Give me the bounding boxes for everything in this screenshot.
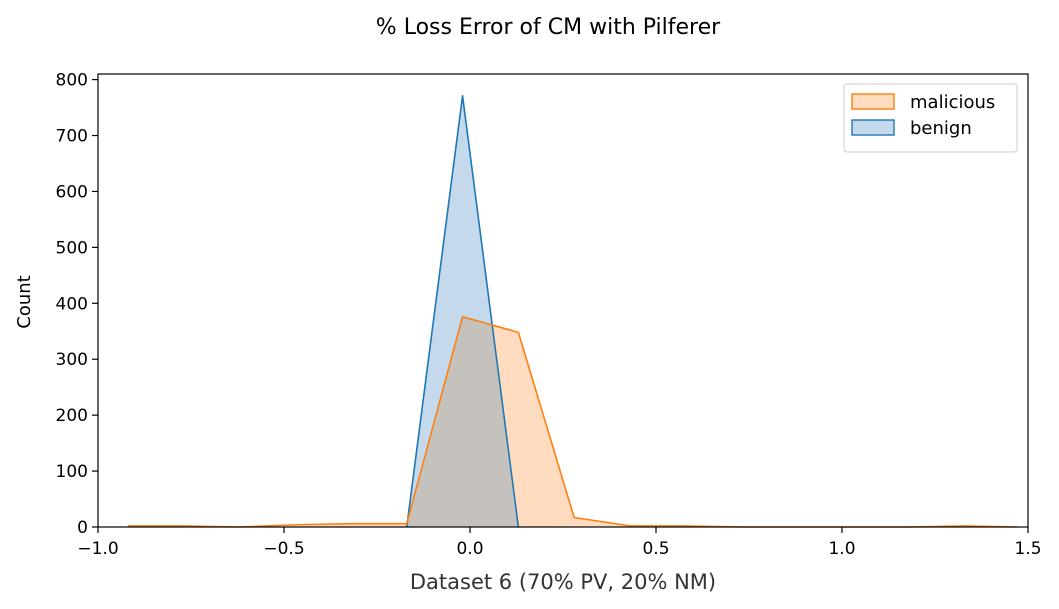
y-tick-label: 400	[56, 294, 88, 314]
y-tick-label: 0	[77, 518, 88, 538]
chart-title: % Loss Error of CM with Pilferer	[376, 15, 721, 40]
x-axis-label: Dataset 6 (70% PV, 20% NM)	[410, 570, 716, 594]
x-tick-label: 1.5	[1014, 539, 1041, 559]
y-tick-label: 700	[56, 127, 88, 147]
y-tick-label: 800	[56, 71, 88, 91]
legend-swatch-malicious	[851, 93, 895, 110]
y-axis-label: Count	[14, 275, 35, 328]
y-axis: 0 100 200 300 400 500 600 700 800	[56, 71, 98, 538]
y-tick-label: 500	[56, 238, 88, 258]
legend-swatch-benign	[851, 119, 895, 136]
x-tick-label: 0.0	[456, 539, 483, 559]
malicious-area	[127, 316, 1017, 527]
legend: malicious benign	[843, 83, 1018, 153]
benign-line	[405, 95, 520, 528]
legend-label-malicious: malicious	[910, 92, 995, 113]
x-axis: −1.0 −0.5 0.0 0.5 1.0 1.5	[77, 527, 1042, 559]
legend-label-benign: benign	[910, 118, 972, 139]
y-tick-label: 100	[56, 462, 88, 482]
x-tick-label: 0.5	[642, 539, 669, 559]
x-tick-label: −0.5	[263, 539, 304, 559]
x-tick-label: 1.0	[828, 539, 855, 559]
plot-area	[97, 73, 1029, 528]
malicious-line	[127, 315, 1017, 528]
y-tick-label: 300	[56, 350, 88, 370]
overlap-area	[406, 316, 519, 527]
plot-frame	[97, 73, 1029, 528]
y-tick-label: 600	[56, 182, 88, 202]
x-tick-label: −1.0	[77, 539, 118, 559]
y-tick-label: 200	[56, 406, 88, 426]
